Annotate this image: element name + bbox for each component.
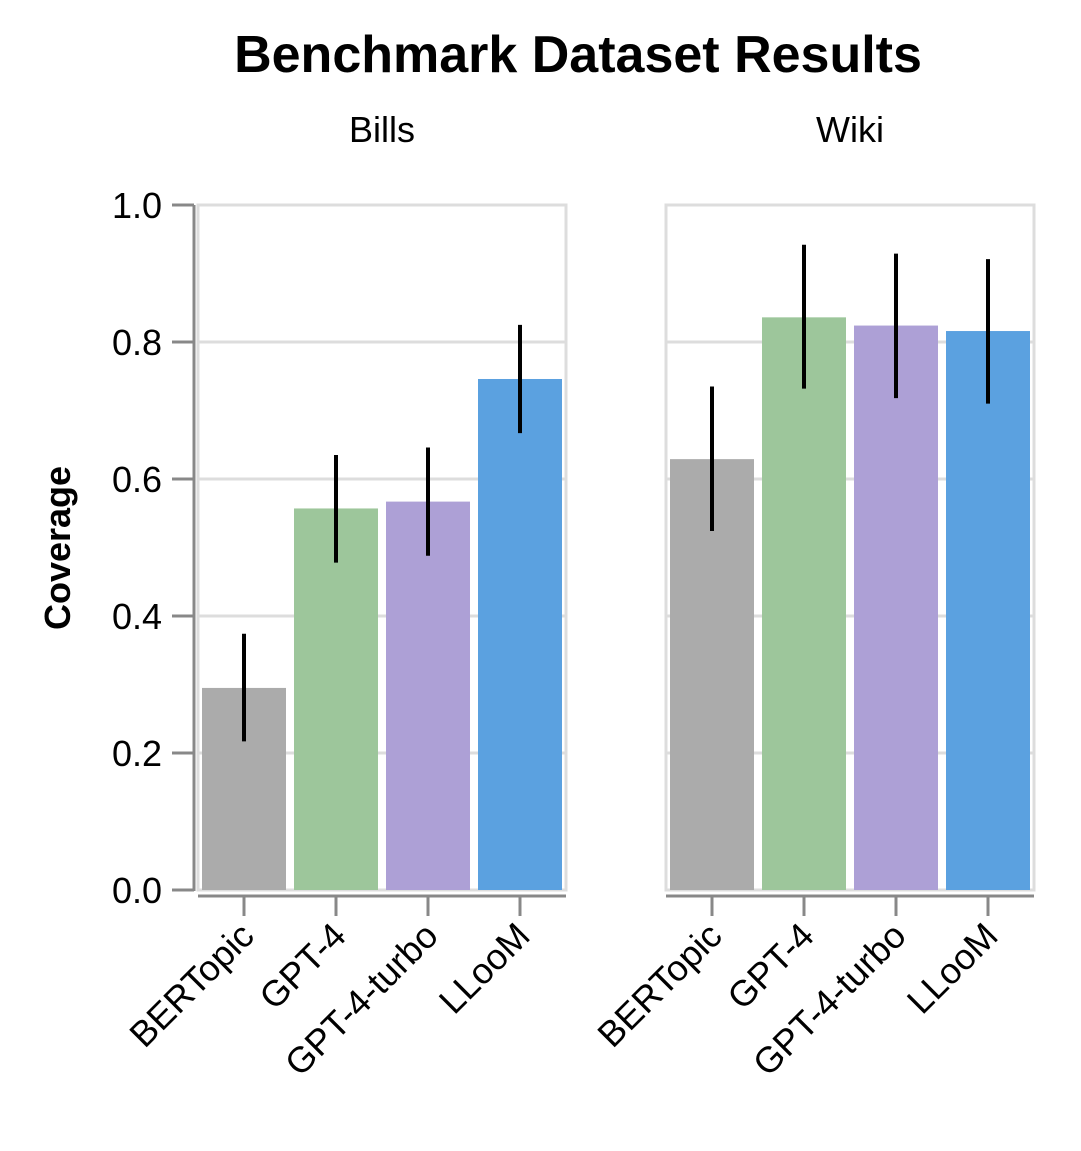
y-tick-label: 0.4 [112, 596, 162, 637]
y-tick-label: 0.8 [112, 322, 162, 363]
y-tick-label: 1.0 [112, 185, 162, 226]
x-tick-label: BERTopic [121, 915, 261, 1055]
bar-gpt-4-turbo [854, 325, 938, 890]
facets: BillsBERTopicGPT-4GPT-4-turboLLooMWikiBE… [121, 109, 1036, 1084]
plot-frame [196, 203, 568, 892]
y-axis: 0.0 0.2 0.4 0.6 0.8 1.0 [112, 185, 196, 911]
plot-frame [664, 203, 1036, 892]
bar-gpt-4 [294, 508, 378, 890]
y-tick-label: 0.0 [112, 870, 162, 911]
bar-gpt-4 [762, 317, 846, 891]
y-tick-label: 0.6 [112, 459, 162, 500]
y-axis-label: Coverage [37, 466, 78, 630]
bar-lloom [478, 378, 562, 890]
bar-lloom [946, 331, 1030, 890]
bar-gpt-4-turbo [386, 501, 470, 890]
x-tick-label: LLooM [431, 915, 538, 1022]
x-tick-label: LLooM [899, 915, 1006, 1022]
facet-title: Wiki [816, 109, 884, 150]
facet-title: Bills [349, 109, 415, 150]
chart-title: Benchmark Dataset Results [234, 26, 922, 84]
y-tick-label: 0.2 [112, 733, 162, 774]
x-tick-label: BERTopic [589, 915, 729, 1055]
